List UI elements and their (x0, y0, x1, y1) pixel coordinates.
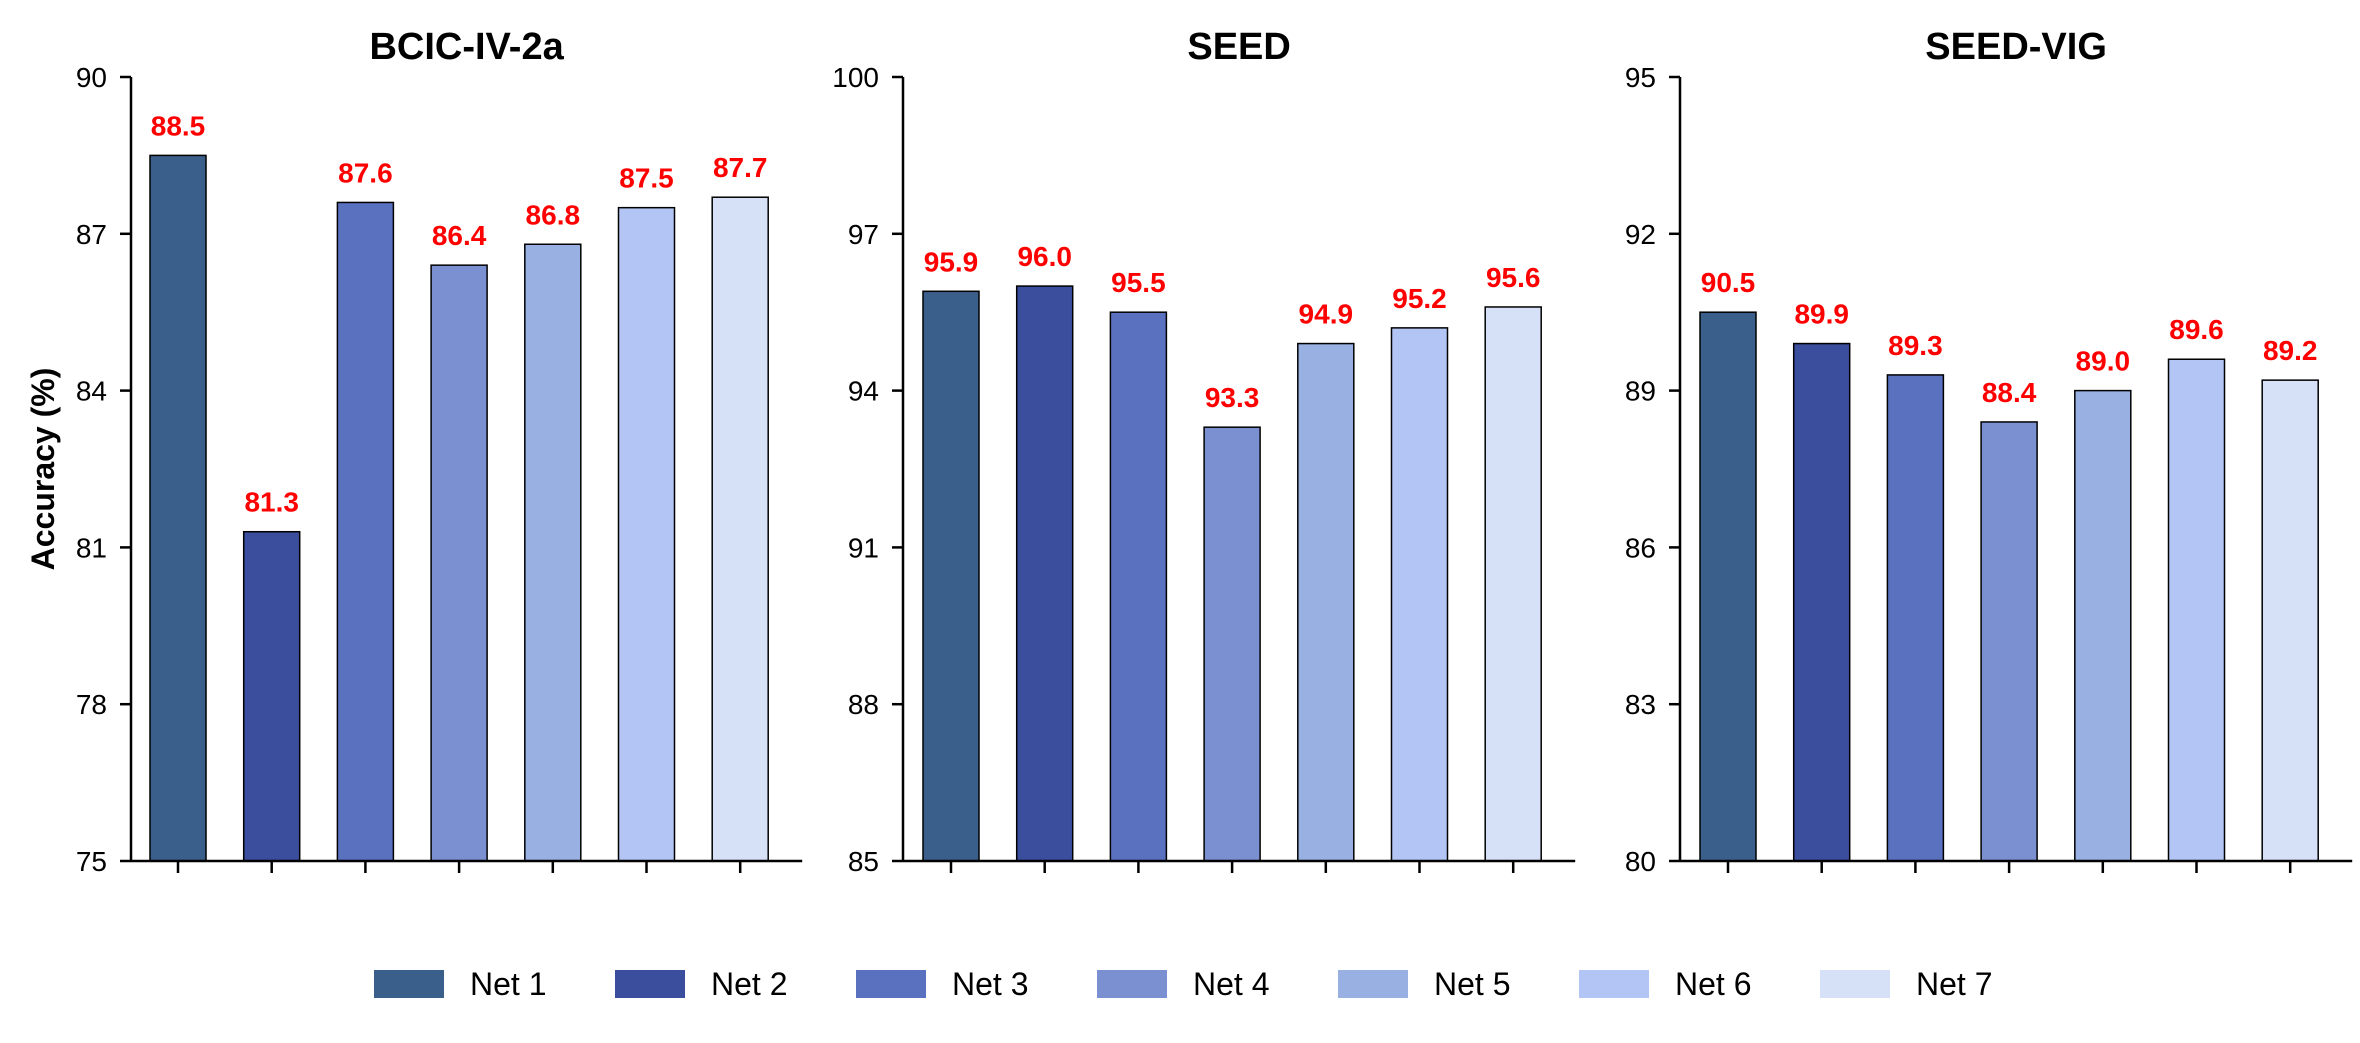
bar-net-2 (242, 530, 301, 862)
legend-swatch (615, 970, 685, 998)
bar-net-2 (1792, 342, 1851, 862)
data-label: 88.5 (151, 110, 206, 141)
chart-title: SEED (1187, 26, 1290, 68)
legend-swatch (1820, 970, 1890, 998)
data-label: 87.6 (338, 157, 393, 188)
bar-net-1 (149, 154, 207, 862)
bar-net-7 (711, 196, 769, 862)
y-tick-label: 85 (848, 846, 879, 877)
bar-net-1 (1699, 311, 1757, 862)
chart-panel-2: SEED 95.9 96.0 95.5 93.3 94.9 95.2 95.6 85 88 91 94… (832, 26, 1576, 877)
legend-swatch (374, 970, 444, 998)
legend-entry: Net 1 (470, 966, 546, 1002)
bar-net-3 (1109, 311, 1168, 862)
data-label: 87.7 (713, 152, 768, 183)
data-label: 89.3 (1888, 330, 1943, 361)
chart-panel-1: BCIC-IV-2a Accuracy (%) 88.5 81.3 87.6 86.4 86… (25, 26, 803, 877)
data-label: 86.4 (432, 220, 487, 251)
legend-swatch (856, 970, 926, 998)
chart-panel-3: SEED-VIG 90.5 89.9 89.3 88.4 89.0 89.6 89.2 80 83… (1625, 26, 2353, 877)
y-tick-label: 75 (76, 846, 107, 877)
y-tick-label: 78 (76, 689, 107, 720)
legend-swatch (1097, 970, 1167, 998)
y-tick-label: 95 (1625, 62, 1656, 93)
data-label: 95.6 (1486, 262, 1541, 293)
y-tick-label: 81 (76, 532, 107, 563)
y-axis-label: Accuracy (%) (25, 368, 61, 571)
data-label: 89.6 (2169, 314, 2224, 345)
data-label: 96.0 (1017, 241, 1072, 272)
bar-net-5 (524, 243, 582, 862)
chart-title: BCIC-IV-2a (369, 26, 564, 68)
y-tick-label: 88 (848, 689, 879, 720)
bar-net-4 (1203, 426, 1261, 862)
y-tick-label: 80 (1625, 846, 1656, 877)
legend-entry: Net 6 (1675, 966, 1751, 1002)
legend-entry: Net 3 (952, 966, 1028, 1002)
bar-net-3 (336, 201, 395, 862)
legend: Net 1 Net 2 Net 3 Net 4 Net 5 Net 6 Net 7 (374, 966, 1992, 1002)
bar-net-2 (1015, 285, 1074, 862)
bar-net-7 (1484, 306, 1542, 862)
data-label: 94.9 (1299, 299, 1354, 330)
y-tick-label: 100 (832, 62, 879, 93)
y-tick-label: 92 (1625, 219, 1656, 250)
y-tick-label: 97 (848, 219, 879, 250)
bar-net-4 (1980, 421, 2038, 862)
y-tick-label: 91 (848, 532, 879, 563)
bar-net-4 (430, 264, 488, 862)
bar-net-6 (1390, 327, 1449, 862)
data-label: 89.2 (2263, 335, 2318, 366)
data-label: 89.9 (1794, 299, 1849, 330)
data-label: 95.9 (924, 246, 979, 277)
y-tick-label: 94 (848, 376, 879, 407)
bar-net-6 (2167, 358, 2226, 862)
y-tick-label: 89 (1625, 376, 1656, 407)
y-tick-label: 87 (76, 219, 107, 250)
data-label: 95.5 (1111, 267, 1166, 298)
y-tick-label: 83 (1625, 689, 1656, 720)
bar-net-5 (1297, 342, 1355, 862)
data-label: 93.3 (1205, 382, 1260, 413)
data-label: 86.8 (526, 199, 581, 230)
chart-title: SEED-VIG (1925, 26, 2107, 68)
bar-net-6 (617, 206, 676, 862)
data-label: 89.0 (2076, 346, 2131, 377)
data-label: 90.5 (1701, 267, 1756, 298)
legend-entry: Net 4 (1193, 966, 1269, 1002)
data-label: 95.2 (1392, 283, 1447, 314)
y-tick-label: 84 (76, 376, 107, 407)
legend-entry: Net 2 (711, 966, 787, 1002)
legend-swatch (1338, 970, 1408, 998)
data-label: 81.3 (244, 487, 299, 518)
bar-net-1 (922, 290, 980, 862)
bar-net-7 (2261, 379, 2319, 862)
y-tick-label: 86 (1625, 532, 1656, 563)
bar-net-3 (1886, 374, 1945, 862)
bar-net-5 (2074, 389, 2132, 862)
legend-entry: Net 7 (1916, 966, 1992, 1002)
y-tick-label: 90 (76, 62, 107, 93)
data-label: 88.4 (1982, 377, 2037, 408)
legend-swatch (1579, 970, 1649, 998)
data-label: 87.5 (619, 163, 674, 194)
legend-entry: Net 5 (1434, 966, 1510, 1002)
